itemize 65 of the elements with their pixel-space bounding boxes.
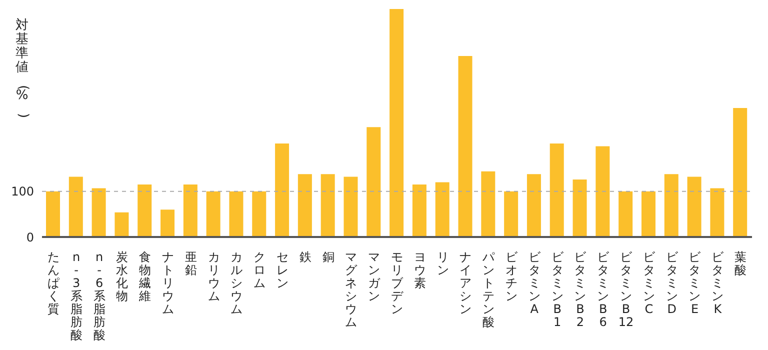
y-tick-label: 100 [11, 184, 34, 199]
bar [344, 176, 358, 237]
bar [68, 176, 83, 237]
bar [320, 174, 335, 237]
bar [183, 184, 198, 237]
x-tick-label: ビタミンB1 [551, 250, 564, 329]
bar [298, 174, 312, 237]
bar [618, 191, 633, 237]
x-tick-label: ビタミンB6 [597, 250, 610, 329]
x-tick-label: 亜鉛 [184, 250, 197, 277]
x-tick-label: マンガン [368, 250, 382, 303]
x-tick-label: ビタミンA [528, 250, 542, 316]
bar [550, 144, 564, 237]
x-tick-label: 葉酸 [734, 250, 747, 277]
x-tick-label: 炭水化物 [116, 250, 128, 303]
bar [114, 212, 129, 237]
bar [92, 188, 106, 237]
x-tick-label: カリウム [208, 250, 220, 303]
bar [687, 176, 702, 237]
x-tick-label: カルシウム [230, 250, 243, 316]
bar [504, 191, 518, 237]
x-tick-label: パントテン酸 [482, 250, 496, 329]
bar [733, 108, 748, 237]
y-axis-title: 対基準値(%) [15, 17, 30, 118]
y-tick-label: 0 [26, 230, 34, 244]
x-tick-label: ビタミンE [688, 250, 702, 316]
x-tick-label: 鉄 [299, 250, 312, 264]
x-tick-label: ビタミンK [712, 250, 725, 316]
x-tick-label: ナイアシン [460, 250, 472, 316]
x-tick-label: 食物繊維 [138, 250, 152, 303]
bar [206, 191, 220, 237]
x-tick-label: クロム [254, 250, 266, 290]
bar [710, 188, 724, 237]
bar [160, 210, 175, 237]
x-tick-label: マグネシウム [345, 250, 358, 329]
bar [526, 174, 541, 237]
x-tick-label: モリブデン [391, 250, 404, 316]
x-tick-label: ナトリウム [162, 250, 174, 316]
x-tick-label: n-3系脂肪酸 [70, 250, 82, 342]
x-tick-label: n-6系脂肪酸 [93, 250, 106, 342]
x-tick-label: ビタミンC [642, 250, 656, 316]
bar [641, 191, 656, 237]
x-tick-label: ビオチン [506, 250, 519, 303]
bar [366, 127, 381, 237]
bar [572, 180, 587, 237]
x-tick-label: たんぱく質 [47, 250, 60, 316]
bar [596, 146, 610, 237]
x-tick-label: 銅 [322, 250, 334, 264]
bar [412, 184, 426, 237]
bar [46, 191, 60, 237]
bar [481, 171, 496, 237]
bar [664, 174, 678, 237]
bar [435, 182, 450, 237]
bar [390, 9, 404, 237]
bar [138, 184, 152, 237]
bar [229, 191, 244, 237]
x-tick-label: セレン [276, 250, 288, 290]
x-tick-label: ヨウ素 [414, 250, 426, 290]
bar [252, 191, 266, 237]
bar [458, 56, 472, 237]
x-tick-label: リン [436, 250, 449, 277]
bar [275, 144, 290, 237]
x-tick-label: ビタミンB12 [618, 250, 634, 329]
x-tick-label: ビタミンB2 [574, 250, 588, 329]
x-tick-label: ビタミンD [666, 250, 679, 316]
